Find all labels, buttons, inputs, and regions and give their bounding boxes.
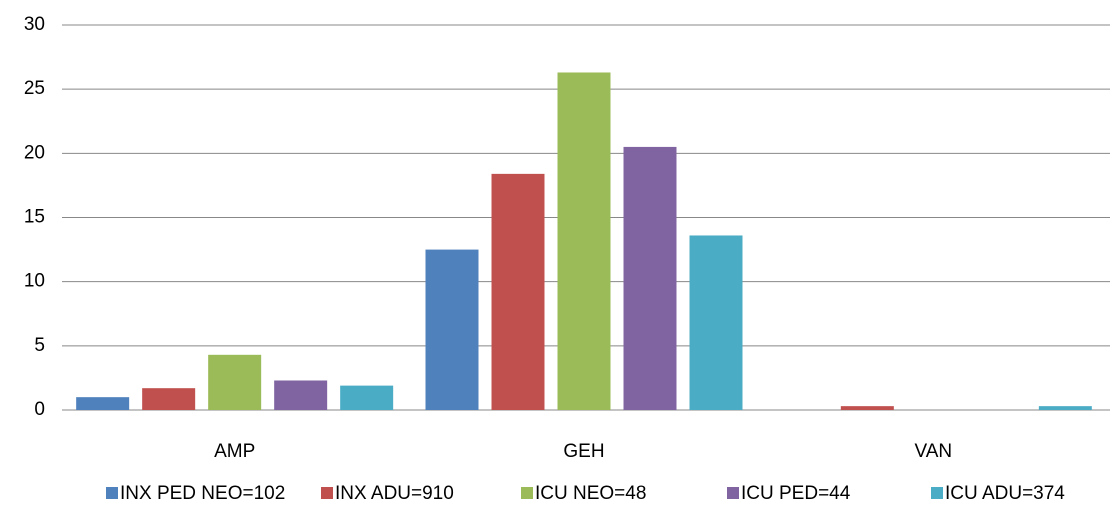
legend-label: ICU ADU=374 xyxy=(945,483,1065,504)
bar xyxy=(623,146,677,410)
bar xyxy=(76,397,130,410)
legend-swatch xyxy=(727,487,739,499)
bar xyxy=(208,354,262,410)
legend-label: ICU NEO=48 xyxy=(535,483,646,504)
legend-label: INX PED NEO=102 xyxy=(120,483,285,504)
y-tick-label: 20 xyxy=(24,142,45,163)
legend-swatch xyxy=(321,487,333,499)
y-tick-label: 0 xyxy=(34,399,45,420)
y-tick-label: 15 xyxy=(24,207,45,228)
bar xyxy=(142,388,196,410)
bar xyxy=(1038,406,1092,410)
bar xyxy=(491,173,545,410)
y-tick-label: 30 xyxy=(24,14,45,35)
bar xyxy=(274,380,328,410)
bar xyxy=(840,406,894,410)
bar xyxy=(557,72,611,410)
x-tick-label: AMP xyxy=(214,441,255,462)
x-tick-label: GEH xyxy=(563,441,604,462)
bar xyxy=(425,249,479,410)
legend-swatch xyxy=(106,487,118,499)
bar xyxy=(340,385,394,410)
y-tick-label: 10 xyxy=(24,271,45,292)
legend-swatch xyxy=(931,487,943,499)
y-tick-label: 25 xyxy=(24,78,45,99)
x-tick-label: VAN xyxy=(914,441,952,462)
bar xyxy=(689,235,743,410)
y-tick-label: 5 xyxy=(34,335,45,356)
legend-label: ICU PED=44 xyxy=(741,483,851,504)
legend-swatch xyxy=(521,487,533,499)
legend-label: INX ADU=910 xyxy=(335,483,454,504)
